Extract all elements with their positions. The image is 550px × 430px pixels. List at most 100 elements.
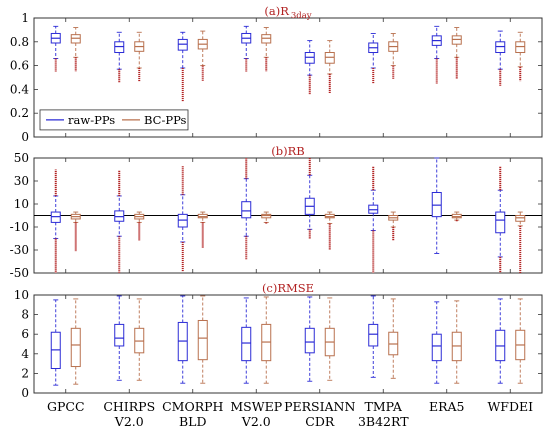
box-bc <box>261 27 272 72</box>
y-tick-label: 1 <box>21 11 29 25</box>
box-bc <box>388 298 399 379</box>
box-iqr <box>304 327 315 354</box>
legend-frame <box>39 109 189 131</box>
box-iqr <box>368 323 379 347</box>
legend: raw-PPs BC-PPs <box>39 109 189 131</box>
box-bc <box>261 296 272 384</box>
box-raw <box>368 166 379 273</box>
y-tick-label: 4 <box>21 347 29 361</box>
box-bc <box>324 211 335 250</box>
box-iqr <box>241 201 252 219</box>
box-bc <box>515 298 526 384</box>
panel-title: (b)RB <box>271 144 304 158</box>
panel-3: 0 2 4 6 8 10 (c)RMSE <box>14 281 543 400</box>
plot-frame <box>33 17 543 138</box>
y-tick-label: 0.4 <box>10 82 29 96</box>
y-tick-label: 10 <box>14 288 29 302</box>
box-raw <box>177 166 188 272</box>
box-bc <box>388 33 399 79</box>
box-bc <box>70 211 81 252</box>
box-bc <box>70 27 81 72</box>
box-raw <box>431 25 442 84</box>
box-raw <box>431 301 442 384</box>
y-tick-label: -50 <box>10 266 29 280</box>
x-category-label: GPCC <box>47 399 85 414</box>
x-category-label: MSWEP <box>230 399 282 414</box>
box-raw <box>495 166 506 273</box>
box-raw <box>241 297 252 384</box>
box-raw <box>304 158 315 239</box>
box-raw <box>50 169 61 273</box>
box-bc <box>324 297 335 381</box>
y-tick-label: 50 <box>14 151 29 165</box>
x-category-label: WFDEI <box>487 399 533 414</box>
x-category-label: ERA5 <box>429 399 465 414</box>
box-bc <box>70 298 81 385</box>
plot-frame <box>33 294 543 394</box>
box-bc <box>197 211 208 248</box>
y-tick-label: -30 <box>10 243 29 257</box>
box-bc <box>324 40 335 93</box>
x-category-label: CHIRPS <box>103 399 155 414</box>
box-bc <box>261 211 272 224</box>
box-raw <box>431 157 442 254</box>
box-iqr <box>495 211 506 234</box>
box-raw <box>50 25 61 72</box>
box-bc <box>451 211 462 222</box>
y-tick-label: 0 <box>21 386 29 400</box>
y-tick-label: 6 <box>21 327 29 341</box>
box-bc <box>515 211 526 273</box>
y-tick-label: 0.8 <box>10 35 29 49</box>
y-tick-label: 0.6 <box>10 59 29 73</box>
x-category-label: CMORPH <box>162 399 223 414</box>
box-raw <box>241 25 252 72</box>
box-raw <box>177 31 188 102</box>
box-bc <box>388 211 399 241</box>
y-tick-label: 0.2 <box>10 106 29 120</box>
x-category-label: V2.0 <box>114 414 144 429</box>
x-category-label: 3B42RT <box>358 414 409 429</box>
box-raw <box>114 295 125 381</box>
box-raw <box>368 295 379 378</box>
box-raw <box>114 170 125 273</box>
panel-title: (c)RMSE <box>262 281 314 295</box>
box-raw <box>304 296 315 382</box>
box-raw <box>304 40 315 95</box>
x-category-label: BLD <box>179 414 207 429</box>
x-category-label: CDR <box>305 414 335 429</box>
y-tick-label: 30 <box>14 174 29 188</box>
box-raw <box>50 299 61 386</box>
panel-2: -50 -30 -10 10 30 50 (b)RB <box>10 144 543 280</box>
box-raw <box>495 298 506 384</box>
box-bc <box>134 298 145 381</box>
x-category-label: V2.0 <box>241 414 271 429</box>
box-bc <box>451 27 462 79</box>
y-tick-label: 2 <box>21 366 29 380</box>
box-bc <box>134 31 145 82</box>
y-tick-label: 0 <box>21 130 29 144</box>
box-iqr <box>241 326 252 362</box>
box-bc <box>197 30 208 82</box>
legend-label: BC-PPs <box>144 113 187 127</box>
panel-title-subscript: 3day <box>291 11 312 21</box>
box-bc <box>134 211 145 241</box>
box-iqr <box>431 333 442 362</box>
box-raw <box>495 30 506 86</box>
box-raw <box>177 295 188 384</box>
box-bc <box>451 300 462 384</box>
box-raw <box>241 158 252 260</box>
x-category-label: TMPA <box>365 399 403 414</box>
box-iqr <box>114 323 125 347</box>
box-bc <box>515 31 526 82</box>
y-tick-label: -10 <box>10 220 29 234</box>
box-bc <box>197 295 208 384</box>
y-tick-label: 8 <box>21 308 29 322</box>
box-iqr <box>70 327 81 368</box>
box-iqr <box>197 319 208 361</box>
y-tick-label: 10 <box>14 197 29 211</box>
box-raw <box>368 33 379 84</box>
x-category-label: PERSIANN <box>284 399 355 414</box>
legend-label: raw-PPs <box>68 113 115 127</box>
